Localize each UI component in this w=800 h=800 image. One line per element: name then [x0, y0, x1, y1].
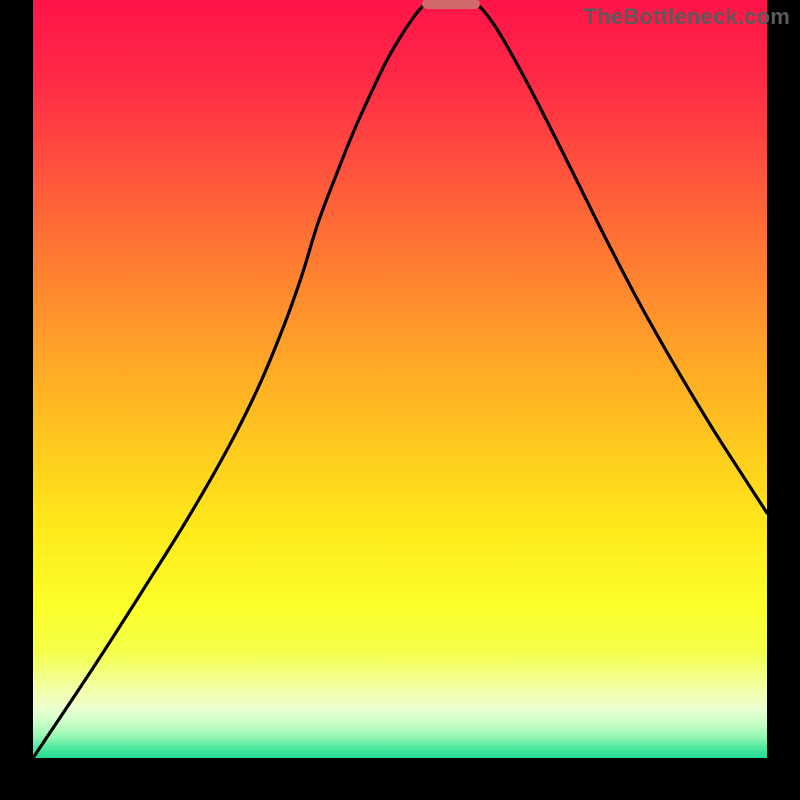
chart-stage: TheBottleneck.com: [0, 0, 800, 800]
watermark-text: TheBottleneck.com: [584, 4, 790, 30]
chart-svg: [0, 0, 800, 800]
plot-area: [33, 0, 767, 758]
